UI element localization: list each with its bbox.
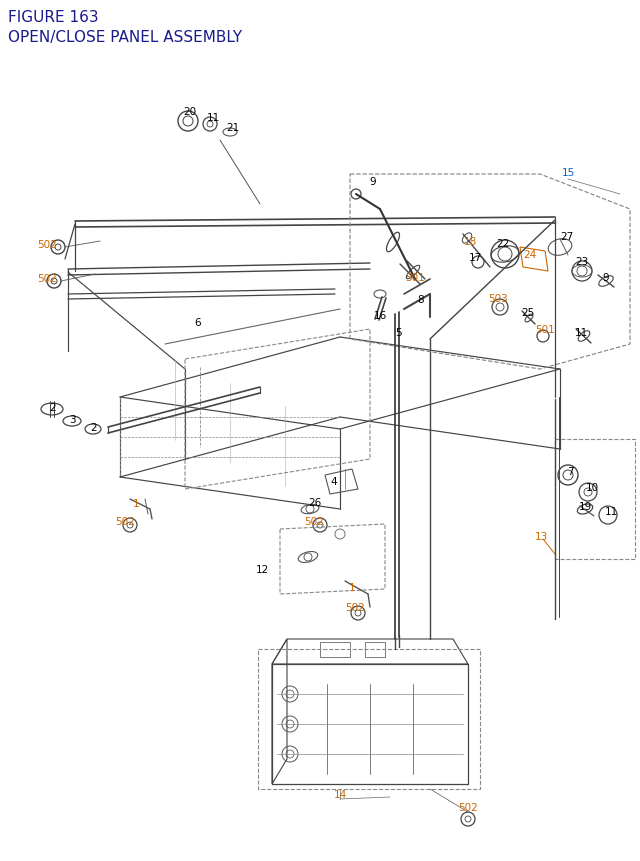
Text: 502: 502 <box>304 517 324 526</box>
Bar <box>320 642 350 657</box>
Text: 15: 15 <box>561 168 575 177</box>
Text: 17: 17 <box>468 253 482 263</box>
Text: 12: 12 <box>255 564 269 574</box>
Text: 3: 3 <box>68 414 76 424</box>
Text: 503: 503 <box>488 294 508 304</box>
Text: 19: 19 <box>579 501 591 511</box>
Text: 502: 502 <box>115 517 135 526</box>
Text: 502: 502 <box>37 274 57 283</box>
Text: 6: 6 <box>195 318 202 328</box>
Text: 1: 1 <box>132 499 140 508</box>
Text: 501: 501 <box>405 273 425 282</box>
Text: 24: 24 <box>524 250 536 260</box>
Text: 11: 11 <box>604 506 618 517</box>
Text: 23: 23 <box>575 257 589 267</box>
Text: 502: 502 <box>345 603 365 612</box>
Text: 8: 8 <box>418 294 424 305</box>
Text: 10: 10 <box>586 482 598 492</box>
Text: 11: 11 <box>206 113 220 123</box>
Text: 18: 18 <box>463 237 477 247</box>
Text: 11: 11 <box>574 328 588 338</box>
Text: 9: 9 <box>603 273 609 282</box>
Text: 2: 2 <box>91 423 97 432</box>
Text: 27: 27 <box>561 232 573 242</box>
Text: 1: 1 <box>349 582 355 592</box>
Text: 26: 26 <box>308 498 322 507</box>
Text: 4: 4 <box>331 476 337 486</box>
Text: 502: 502 <box>37 239 57 250</box>
Text: 502: 502 <box>458 802 478 812</box>
Text: FIGURE 163: FIGURE 163 <box>8 10 99 25</box>
Text: OPEN/CLOSE PANEL ASSEMBLY: OPEN/CLOSE PANEL ASSEMBLY <box>8 30 242 45</box>
Text: 501: 501 <box>535 325 555 335</box>
Text: 7: 7 <box>566 467 573 476</box>
Bar <box>365 642 385 657</box>
Text: 5: 5 <box>395 328 401 338</box>
Text: 22: 22 <box>497 238 509 249</box>
Text: 20: 20 <box>184 107 196 117</box>
Text: 2: 2 <box>50 403 56 412</box>
Text: 9: 9 <box>370 177 376 187</box>
Text: 14: 14 <box>333 789 347 799</box>
Text: 13: 13 <box>534 531 548 542</box>
Text: 16: 16 <box>373 311 387 320</box>
Text: 21: 21 <box>227 123 239 133</box>
Text: 25: 25 <box>522 307 534 318</box>
